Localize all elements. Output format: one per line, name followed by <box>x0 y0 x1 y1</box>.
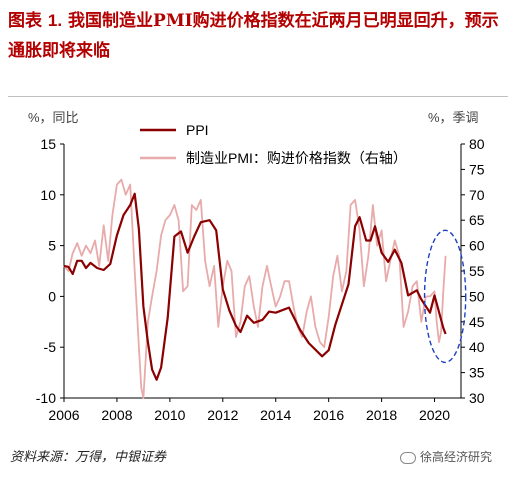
right-tick-label: 65 <box>469 212 485 228</box>
left-tick-label: 0 <box>48 288 56 304</box>
watermark-text: 徐高经济研究 <box>420 450 493 464</box>
left-tick-label: 5 <box>48 238 56 254</box>
title-number: 1. <box>47 11 63 30</box>
left-tick-label: -5 <box>44 339 57 355</box>
title-prefix: 图表 <box>8 11 42 31</box>
left-tick-label: 10 <box>40 187 56 203</box>
source-note: 资料来源：万得，中银证券 <box>10 450 167 465</box>
right-tick-label: 45 <box>469 314 485 330</box>
right-tick-label: 70 <box>469 187 485 203</box>
title-text: 我国制造业PMI购进价格指数在近两月已明显回升，预示通胀即将来临 <box>8 11 499 61</box>
wechat-icon <box>400 451 416 464</box>
legend-label-pmi: 制造业PMI：购进价格指数（右轴） <box>186 150 407 166</box>
x-tick-label: 2016 <box>313 407 344 423</box>
right-tick-label: 30 <box>469 390 485 406</box>
x-tick-label: 2008 <box>101 407 132 423</box>
x-tick-label: 2020 <box>419 407 450 423</box>
right-tick-label: 80 <box>469 136 485 152</box>
legend-label-ppi: PPI <box>186 122 209 138</box>
x-tick-label: 2010 <box>154 407 185 423</box>
right-tick-label: 60 <box>469 238 485 254</box>
left-tick-label: 15 <box>40 136 56 152</box>
ppi-series-line <box>63 192 447 381</box>
right-tick-label: 50 <box>469 288 485 304</box>
right-tick-label: 75 <box>469 161 485 177</box>
x-tick-label: 2014 <box>260 407 291 423</box>
pmi-series-line <box>63 178 447 399</box>
highlight-ellipse <box>423 229 467 364</box>
title-divider <box>8 96 508 97</box>
x-tick-label: 2012 <box>207 407 238 423</box>
chart-title: 图表 1. 我国制造业PMI购进价格指数在近两月已明显回升，预示通胀即将来临 <box>8 6 508 66</box>
right-tick-label: 35 <box>469 365 485 381</box>
right-tick-label: 55 <box>469 263 485 279</box>
x-tick-label: 2006 <box>48 407 79 423</box>
right-axis-unit: %，季调 <box>428 110 479 125</box>
left-axis-unit: %，同比 <box>28 110 79 125</box>
watermark: 徐高经济研究 <box>400 448 492 465</box>
left-tick-label: -10 <box>36 390 56 406</box>
right-tick-label: 40 <box>469 339 485 355</box>
x-tick-label: 2018 <box>366 407 397 423</box>
